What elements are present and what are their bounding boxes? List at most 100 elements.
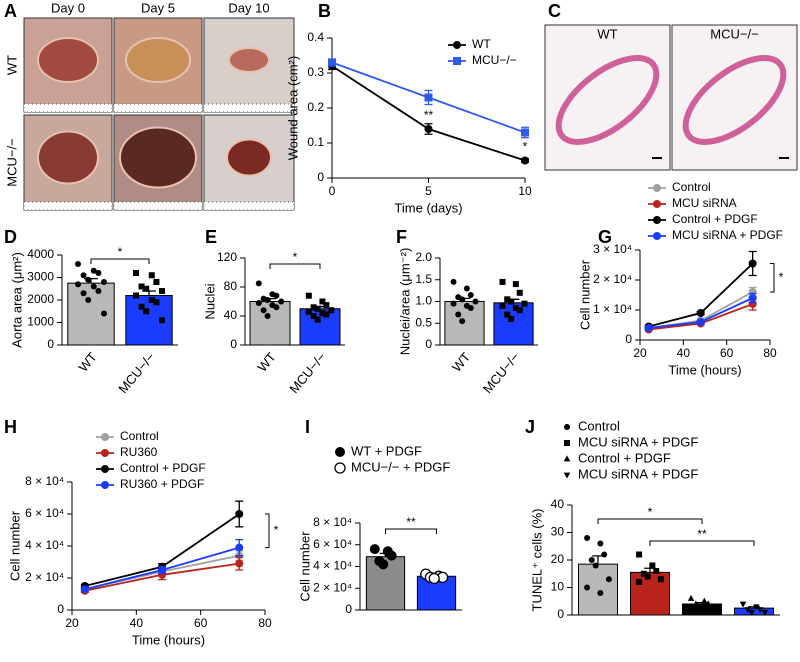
data-point: [504, 311, 511, 318]
data-point: [158, 566, 167, 574]
data-point: [328, 307, 335, 314]
wound: [125, 37, 191, 83]
y-tick-label: 30: [551, 525, 565, 539]
data-point: [148, 272, 155, 279]
ruler: [113, 201, 203, 211]
y-tick-label: 3 × 10⁴: [593, 242, 632, 256]
data-point: [512, 281, 519, 288]
x-tick-label: 20: [65, 616, 79, 630]
x-tick-label: WT: [254, 349, 279, 374]
panel-label: A: [4, 1, 17, 21]
panel-label: E: [205, 227, 217, 247]
y-axis-label: Nuclei: [202, 283, 217, 319]
data-point: [273, 292, 280, 299]
data-point: [644, 573, 651, 580]
data-point: [80, 585, 89, 594]
data-point: [158, 288, 165, 294]
data-point: [636, 579, 643, 585]
column-label: Day 0: [51, 0, 85, 15]
data-point: [428, 572, 440, 585]
data-point: [273, 304, 280, 311]
x-tick-label: WT: [75, 349, 100, 374]
data-point: [369, 544, 380, 555]
legend-marker: [653, 232, 661, 240]
legend-marker: [101, 433, 109, 441]
data-point: [323, 311, 330, 318]
legend-label: Control + PDGF: [120, 461, 206, 475]
y-tick-label: 0.4: [307, 30, 324, 44]
panel-label: I: [305, 417, 310, 437]
y-tick-label: 4 × 10⁴: [25, 538, 64, 552]
data-point: [264, 313, 271, 319]
y-axis-label: Cell number: [7, 510, 22, 581]
y-tick-label: 2 × 10⁴: [313, 580, 352, 594]
y-axis-label: Cell number: [577, 259, 592, 330]
wound: [37, 130, 99, 185]
x-tick-label: 40: [677, 346, 691, 360]
data-point: [314, 316, 321, 323]
legend-label: MCU−/−: [472, 53, 517, 67]
x-tick-label: 20: [633, 346, 647, 360]
ruler: [203, 103, 295, 113]
legend-label: Control: [578, 418, 620, 433]
data-point: [459, 318, 466, 325]
data-point: [255, 280, 262, 287]
data-point: [90, 267, 97, 274]
ruler: [23, 201, 113, 211]
panel-label: C: [548, 1, 561, 21]
x-tick-label: 0: [329, 184, 336, 198]
significance-bracket: [265, 513, 270, 549]
data-point: [636, 551, 643, 558]
data-point: [756, 607, 764, 614]
data-point: [512, 305, 519, 312]
image-label: WT: [597, 26, 617, 41]
y-tick-label: 1 × 10⁴: [593, 302, 632, 316]
data-point: [278, 298, 285, 305]
x-axis-label: Time (hours): [132, 632, 205, 647]
data-point: [649, 562, 656, 569]
data-point: [516, 307, 523, 314]
bar: [249, 301, 291, 346]
data-point: [605, 576, 612, 583]
legend-label: Control + PDGF: [578, 450, 671, 465]
y-axis-label: Aorta area (μm²): [9, 252, 24, 348]
annotation: *: [779, 270, 784, 284]
data-point: [592, 562, 599, 569]
legend-marker: [653, 200, 661, 208]
data-point: [235, 543, 244, 552]
data-point: [709, 603, 717, 610]
data-point: [696, 309, 705, 317]
data-point: [463, 285, 470, 292]
data-point: [584, 535, 591, 541]
legend-marker: [335, 447, 345, 457]
y-tick-label: 0: [425, 337, 432, 351]
legend-label: MCU siRNA + PDGF: [578, 434, 698, 449]
y-tick-label: 80: [224, 279, 238, 293]
y-tick-label: 120: [217, 250, 237, 264]
y-tick-label: 2000: [27, 292, 54, 306]
data-point: [378, 559, 389, 570]
data-point: [692, 600, 700, 607]
x-axis-label: Time (days): [394, 200, 462, 215]
x-tick-label: 80: [763, 346, 777, 360]
legend-marker: [453, 41, 461, 49]
data-point: [753, 604, 760, 611]
x-tick-label: MCU−/−: [115, 349, 158, 396]
legend-marker: [101, 449, 109, 457]
data-point: [90, 283, 97, 290]
data-point: [499, 278, 506, 285]
data-point: [696, 603, 703, 610]
significance-bracket: [269, 263, 321, 269]
x-tick-label: MCU−/−: [286, 349, 329, 396]
vessel-ring: [555, 55, 660, 145]
data-point: [653, 568, 660, 574]
data-point: [521, 128, 529, 137]
y-tick-label: 8 × 10⁴: [313, 515, 352, 529]
annotation: *: [274, 523, 279, 537]
y-tick-label: 1.0: [415, 294, 432, 308]
significance-bracket: [649, 540, 755, 546]
panel-label: H: [4, 417, 17, 437]
data-point: [472, 298, 479, 305]
y-tick-label: 2 × 10⁴: [25, 570, 64, 584]
legend-label: WT: [472, 37, 491, 51]
